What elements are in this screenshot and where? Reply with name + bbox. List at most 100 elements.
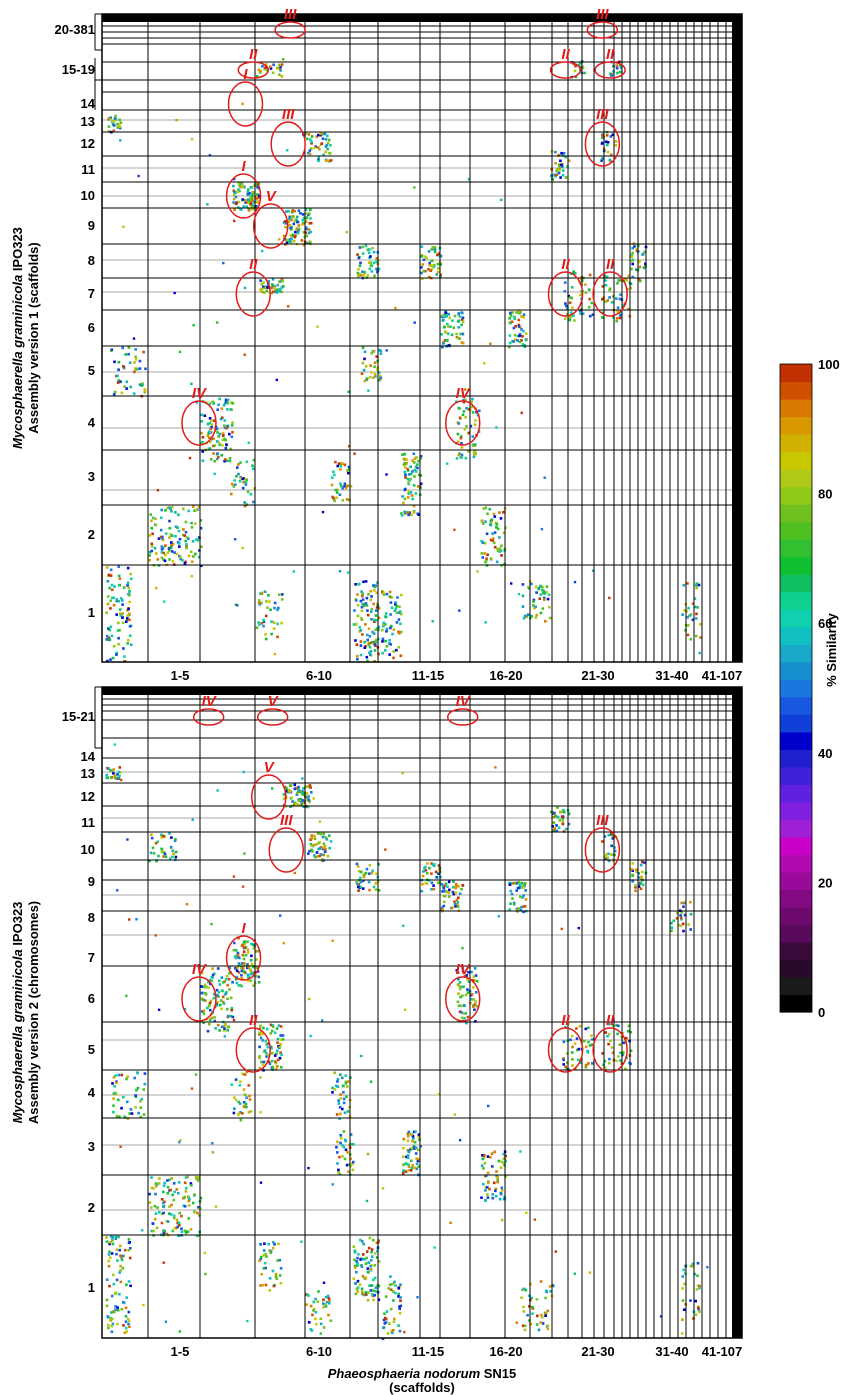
similarity-dot <box>308 241 312 245</box>
similarity-dot <box>140 1098 143 1101</box>
similarity-dot <box>517 318 521 322</box>
similarity-dot <box>154 552 158 555</box>
similarity-dot <box>486 1186 489 1189</box>
similarity-dot <box>515 311 518 314</box>
similarity-dot <box>177 513 180 517</box>
similarity-dot <box>456 983 460 986</box>
similarity-dot <box>115 1252 118 1256</box>
similarity-dot <box>486 1171 490 1175</box>
similarity-dot <box>110 583 114 587</box>
similarity-dot <box>164 855 168 858</box>
similarity-dot <box>420 245 424 248</box>
similarity-dot <box>152 1187 155 1190</box>
similarity-dot <box>315 851 319 854</box>
similarity-dot <box>233 955 237 959</box>
similarity-dot <box>387 1287 390 1290</box>
similarity-dot <box>588 314 592 318</box>
similarity-dot <box>294 230 297 234</box>
similarity-dot <box>234 977 238 981</box>
similarity-dot <box>183 534 186 537</box>
similarity-dot <box>217 456 220 459</box>
similarity-dot <box>442 318 445 322</box>
similarity-dot <box>590 1034 593 1037</box>
similarity-dot <box>334 460 337 464</box>
similarity-dot <box>366 659 369 663</box>
similarity-dot <box>433 250 437 254</box>
similarity-dot <box>263 1242 266 1245</box>
similarity-dot <box>129 1284 132 1288</box>
similarity-dot <box>366 274 370 277</box>
similarity-dot <box>242 1101 246 1104</box>
similarity-dot <box>257 182 261 186</box>
similarity-dot <box>203 414 207 417</box>
similarity-dot <box>172 1182 176 1185</box>
similarity-dot <box>564 1065 567 1069</box>
similarity-dot <box>368 267 372 271</box>
similarity-dot <box>558 153 561 157</box>
similarity-dot <box>215 457 219 461</box>
similarity-dot <box>384 1295 388 1298</box>
similarity-dot <box>624 277 627 281</box>
similarity-dot <box>280 75 284 78</box>
similarity-dot <box>280 290 283 294</box>
similarity-dot <box>168 558 171 561</box>
similarity-dot <box>493 541 496 545</box>
similarity-dot <box>245 1105 248 1109</box>
similarity-dot <box>407 1149 410 1153</box>
similarity-dot <box>375 257 379 260</box>
similarity-dot <box>523 1328 527 1332</box>
similarity-dot <box>328 1301 331 1305</box>
similarity-dot <box>407 511 410 514</box>
similarity-dot <box>484 1174 488 1177</box>
similarity-dot <box>695 612 698 616</box>
similarity-dot <box>407 1130 411 1134</box>
similarity-dot <box>260 282 263 286</box>
similarity-dot <box>271 71 275 75</box>
similarity-dot <box>264 633 267 636</box>
similarity-dot <box>365 1256 368 1260</box>
similarity-dot <box>319 1322 323 1326</box>
similarity-dot <box>381 640 384 643</box>
similarity-dot <box>521 335 524 338</box>
similarity-dot <box>127 1319 131 1322</box>
similarity-dot <box>219 999 223 1002</box>
similarity-dot <box>212 452 215 455</box>
similarity-dot <box>540 527 544 531</box>
similarity-dot <box>420 266 423 269</box>
similarity-dot <box>187 1199 191 1203</box>
similarity-dot <box>631 880 634 883</box>
similarity-dot <box>293 871 296 875</box>
similarity-dot <box>171 542 175 546</box>
similarity-dot <box>133 361 136 364</box>
similarity-dot <box>105 566 109 569</box>
similarity-dot <box>363 379 367 383</box>
similarity-dot <box>464 415 467 419</box>
similarity-dot <box>240 969 244 973</box>
similarity-dot <box>304 208 308 212</box>
similarity-dot <box>161 537 164 540</box>
similarity-dot <box>305 792 309 795</box>
similarity-dot <box>502 510 505 514</box>
similarity-dot <box>366 248 370 252</box>
similarity-dot <box>333 1088 337 1091</box>
similarity-dot <box>160 508 163 512</box>
similarity-dot <box>119 1264 122 1268</box>
y-tick-label: 12 <box>81 136 95 151</box>
similarity-dot <box>308 222 311 225</box>
similarity-dot <box>474 419 477 422</box>
similarity-dot <box>201 1010 204 1013</box>
similarity-dot <box>109 1241 112 1244</box>
similarity-dot <box>273 606 276 610</box>
similarity-dot <box>489 557 493 560</box>
similarity-dot <box>121 599 124 602</box>
similarity-dot <box>300 800 303 804</box>
similarity-dot <box>629 1062 632 1066</box>
similarity-dot <box>368 642 372 645</box>
similarity-dot <box>474 991 478 994</box>
similarity-dot <box>522 617 526 620</box>
similarity-dot <box>413 1147 416 1150</box>
similarity-dot <box>219 417 223 421</box>
similarity-dot <box>600 159 603 162</box>
similarity-dot <box>698 1310 701 1314</box>
similarity-dot <box>357 1252 360 1256</box>
